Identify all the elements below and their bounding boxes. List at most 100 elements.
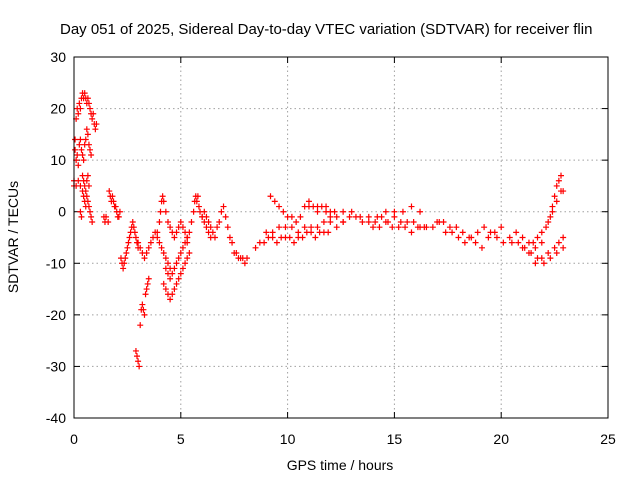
data-point: [147, 239, 154, 246]
data-point: [164, 260, 171, 267]
data-point: [85, 141, 92, 148]
data-point: [327, 213, 334, 220]
data-point: [276, 224, 283, 231]
x-tick-label: 20: [493, 431, 509, 447]
data-point: [331, 208, 338, 215]
data-point: [157, 208, 164, 215]
data-point: [534, 234, 541, 241]
data-point: [429, 224, 436, 231]
data-point: [389, 224, 396, 231]
data-point: [188, 219, 195, 226]
data-point: [173, 280, 180, 287]
data-point: [143, 286, 150, 293]
data-point: [211, 234, 218, 241]
data-point: [134, 353, 141, 360]
data-point: [160, 249, 167, 256]
data-point: [545, 219, 552, 226]
series-hour17-20: [434, 219, 505, 251]
series-hour3-deep: [132, 275, 152, 370]
data-point: [446, 224, 453, 231]
data-point: [136, 363, 143, 370]
y-tick-label: 0: [58, 204, 66, 220]
data-point: [226, 234, 233, 241]
data-point: [261, 239, 268, 246]
data-point: [500, 239, 507, 246]
data-point: [132, 347, 139, 354]
data-point: [158, 244, 165, 251]
data-point: [365, 219, 372, 226]
data-point: [538, 239, 545, 246]
y-tick-label: 10: [50, 152, 66, 168]
data-point: [545, 249, 552, 256]
data-point: [553, 198, 560, 205]
data-point: [87, 208, 94, 215]
data-point: [144, 280, 151, 287]
data-point: [83, 126, 90, 133]
data-point: [135, 239, 142, 246]
data-point: [391, 213, 398, 220]
y-tick-label: -40: [46, 410, 66, 426]
x-tick-label: 0: [70, 431, 78, 447]
data-point: [218, 208, 225, 215]
data-point: [508, 239, 515, 246]
data-point: [233, 249, 240, 256]
x-tick-label: 5: [177, 431, 185, 447]
data-point: [160, 198, 167, 205]
data-point: [461, 239, 468, 246]
data-point: [295, 229, 302, 236]
data-point: [72, 146, 79, 153]
data-point: [156, 239, 163, 246]
data-point: [434, 219, 441, 226]
series-hour20-22-lower: [508, 239, 567, 267]
data-point: [478, 244, 485, 251]
x-tick-label: 15: [387, 431, 403, 447]
data-point: [224, 224, 231, 231]
data-point: [333, 213, 340, 220]
data-point: [547, 255, 554, 262]
data-point: [498, 224, 505, 231]
data-point: [135, 358, 142, 365]
data-point: [171, 286, 178, 293]
data-point: [276, 203, 283, 210]
data-point: [525, 249, 532, 256]
data-point: [162, 286, 169, 293]
data-point: [162, 255, 169, 262]
data-point: [209, 229, 216, 236]
data-point: [293, 219, 300, 226]
data-point: [440, 219, 447, 226]
data-point: [162, 208, 169, 215]
data-point: [402, 224, 409, 231]
data-point: [106, 188, 113, 195]
data-point: [87, 146, 94, 153]
data-point: [455, 234, 462, 241]
data-point: [186, 229, 193, 236]
data-point: [263, 229, 270, 236]
data-point: [241, 260, 248, 267]
series-hour4-5-lower: [160, 249, 193, 303]
data-point: [549, 208, 556, 215]
data-point: [83, 177, 90, 184]
data-point: [110, 198, 117, 205]
data-point: [186, 249, 193, 256]
data-point: [538, 255, 545, 262]
data-point: [397, 219, 404, 226]
data-point: [519, 234, 526, 241]
data-point: [487, 229, 494, 236]
data-point: [123, 249, 130, 256]
data-point: [171, 265, 178, 272]
data-point: [80, 193, 87, 200]
data-point: [184, 239, 191, 246]
data-point: [201, 208, 208, 215]
data-point: [282, 224, 289, 231]
data-point: [159, 193, 166, 200]
x-axis-label: GPS time / hours: [287, 457, 394, 473]
data-point: [75, 177, 82, 184]
data-point: [408, 229, 415, 236]
data-point: [252, 244, 259, 251]
data-point: [374, 213, 381, 220]
data-point: [423, 224, 430, 231]
data-point: [305, 203, 312, 210]
data-point: [154, 229, 161, 236]
data-point: [485, 234, 492, 241]
